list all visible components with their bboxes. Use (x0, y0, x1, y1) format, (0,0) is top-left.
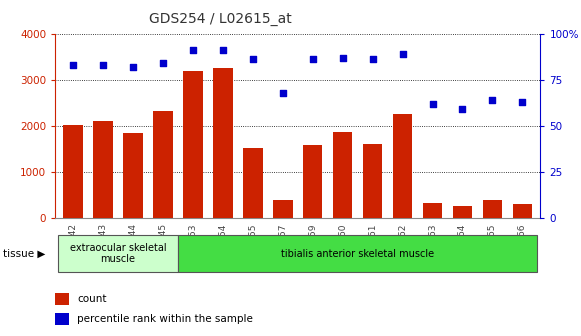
Point (338, 55, 347, 60)
Point (69, 62, 78, 68)
Bar (453, 206, 472, 218)
Bar (273, 200, 292, 218)
Bar (123, 133, 143, 218)
Point (128, 64, 138, 70)
Bar (393, 114, 413, 218)
Text: count: count (77, 294, 106, 304)
Bar (183, 72, 203, 218)
Point (218, 47, 228, 53)
Text: tissue ▶: tissue ▶ (3, 249, 45, 259)
Point (368, 57, 377, 62)
Bar (58, 235, 178, 272)
Bar (243, 148, 263, 218)
Text: tibialis anterior skeletal muscle: tibialis anterior skeletal muscle (281, 249, 434, 259)
Point (308, 57, 317, 62)
Bar (483, 200, 502, 218)
Bar (55, 313, 69, 325)
Point (488, 97, 497, 103)
Point (278, 90, 288, 95)
Bar (178, 235, 537, 272)
Bar (63, 125, 83, 218)
Bar (94, 121, 113, 218)
Point (159, 60, 168, 66)
Bar (153, 111, 173, 218)
Bar (55, 293, 69, 305)
Point (188, 47, 198, 53)
Point (458, 107, 467, 112)
Point (398, 51, 407, 57)
Text: percentile rank within the sample: percentile rank within the sample (77, 314, 253, 324)
Text: GDS254 / L02615_at: GDS254 / L02615_at (149, 12, 292, 26)
Bar (512, 204, 532, 218)
Point (428, 101, 437, 107)
Bar (303, 145, 322, 218)
Point (518, 99, 527, 105)
Point (98, 62, 107, 68)
Bar (333, 131, 353, 218)
Point (248, 57, 257, 62)
Text: extraocular skeletal
muscle: extraocular skeletal muscle (70, 243, 166, 264)
Bar (423, 203, 442, 218)
Bar (213, 68, 232, 218)
Bar (363, 144, 382, 218)
